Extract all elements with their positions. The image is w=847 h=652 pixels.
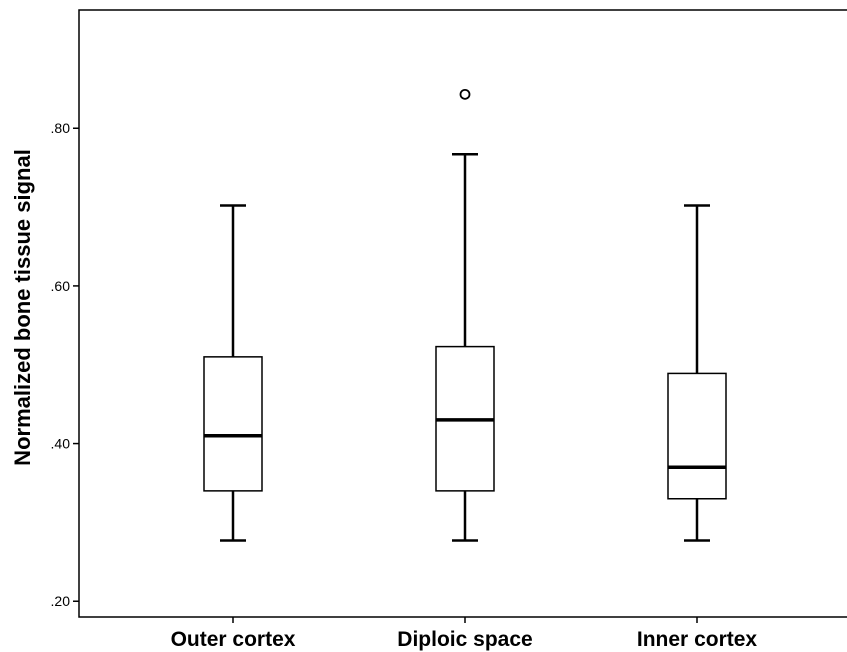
box-1 — [203, 204, 263, 542]
boxes — [203, 88, 727, 542]
plot-frame — [78, 9, 847, 618]
iqr-box — [667, 372, 727, 500]
x-axis-ticks: Outer cortex Diploic space Inner cortex — [171, 617, 758, 651]
box-3 — [667, 204, 727, 542]
box-2 — [435, 88, 495, 542]
y-axis-label: Normalized bone tissue signal — [10, 149, 35, 466]
y-tick-label: .80 — [51, 120, 71, 136]
x-tick-label: Diploic space — [397, 628, 532, 651]
outlier-point — [459, 88, 471, 100]
iqr-box — [203, 356, 263, 492]
x-tick-label: Inner cortex — [637, 628, 758, 651]
y-tick-label: .20 — [51, 593, 71, 609]
y-tick-label: .40 — [51, 436, 71, 452]
x-tick-label: Outer cortex — [171, 628, 296, 651]
y-axis-ticks: .20 .40 .60 .80 — [51, 120, 79, 609]
y-tick-label: .60 — [51, 278, 71, 294]
